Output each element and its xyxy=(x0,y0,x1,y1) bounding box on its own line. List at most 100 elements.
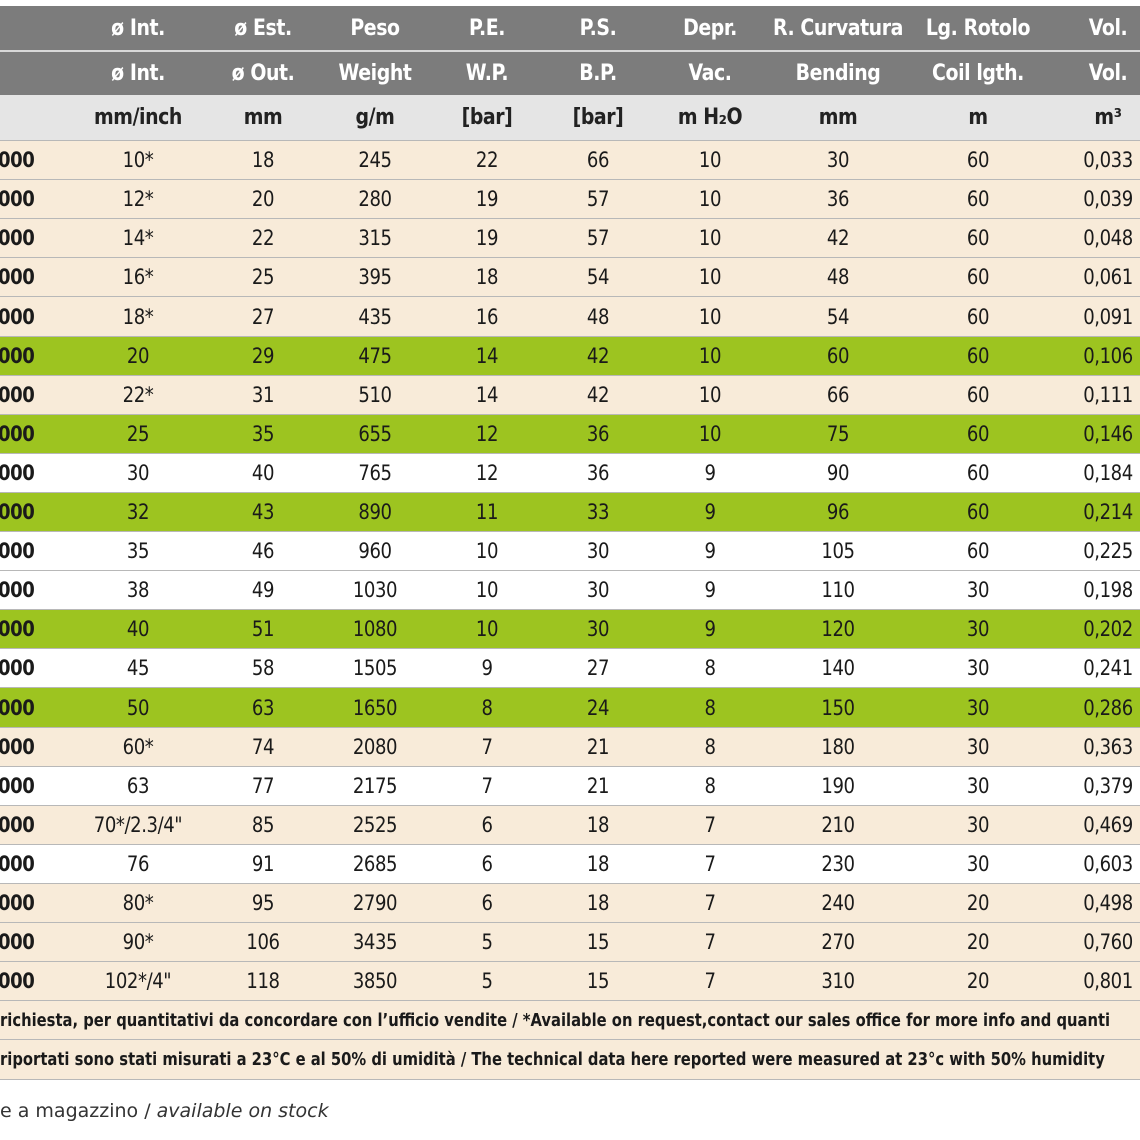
cell-int-diameter: 22* xyxy=(122,383,154,407)
cell-vacuum: 7 xyxy=(704,969,716,993)
cell-volume: 0,286 xyxy=(1083,695,1133,720)
cell-int-diameter: 35 xyxy=(126,539,150,563)
table-row: 000 70*/2.3/4" 85 2525 6 18 7 210 30 0,469 xyxy=(0,806,1140,845)
cell-burst-pressure: 21 xyxy=(586,735,610,759)
cell-coil-length: 60 xyxy=(966,539,990,563)
row-code: 000 xyxy=(0,656,35,680)
cell-ext-diameter: 51 xyxy=(251,617,275,641)
cell-vacuum: 9 xyxy=(704,500,716,524)
cell-burst-pressure: 15 xyxy=(586,930,610,954)
cell-bending-radius: 270 xyxy=(821,930,855,954)
cell-int-diameter: 60* xyxy=(122,735,154,759)
cell-burst-pressure: 36 xyxy=(586,461,610,485)
row-code: 000 xyxy=(0,383,35,407)
header-en-weight: Weight xyxy=(338,61,412,86)
cell-bending-radius: 190 xyxy=(821,774,855,798)
header-row-italian: ø Int. ø Est. Peso P.E. P.S. Depr. R. Curvatur… xyxy=(0,6,1140,50)
header-en-ext-diameter: ø Out. xyxy=(231,61,295,86)
table-row: 000 32 43 890 11 33 9 96 60 0,214 xyxy=(0,493,1140,532)
cell-volume: 0,760 xyxy=(1083,930,1133,954)
row-code: 000 xyxy=(0,500,35,524)
cell-vacuum: 8 xyxy=(704,695,716,720)
cell-int-diameter: 50 xyxy=(126,695,150,720)
row-code: 000 xyxy=(0,617,35,641)
cell-ext-diameter: 85 xyxy=(251,813,275,837)
cell-bending-radius: 120 xyxy=(821,617,855,641)
cell-working-pressure: 18 xyxy=(475,265,499,289)
cell-coil-length: 30 xyxy=(966,578,990,602)
cell-weight: 435 xyxy=(358,304,392,329)
units-row: mm/inch mm g/m [bar] [bar] m H₂O mm m m³ xyxy=(0,95,1140,141)
cell-working-pressure: 10 xyxy=(475,539,499,563)
cell-volume: 0,379 xyxy=(1083,774,1133,798)
cell-bending-radius: 42 xyxy=(826,226,850,250)
cell-working-pressure: 12 xyxy=(475,422,499,446)
cell-vacuum: 10 xyxy=(698,304,722,329)
cell-int-diameter: 25 xyxy=(126,422,150,446)
cell-int-diameter: 38 xyxy=(126,578,150,602)
table-row: 000 60* 74 2080 7 21 8 180 30 0,363 xyxy=(0,728,1140,767)
cell-volume: 0,061 xyxy=(1083,265,1133,289)
row-code: 000 xyxy=(0,265,35,289)
cell-int-diameter: 63 xyxy=(126,774,150,798)
cell-ext-diameter: 58 xyxy=(251,656,275,680)
measurement-note: riportati sono stati misurati a 23°C e a… xyxy=(0,1040,1140,1080)
cell-bending-radius: 90 xyxy=(826,461,850,485)
cell-volume: 0,603 xyxy=(1083,852,1133,876)
cell-int-diameter: 102*/4" xyxy=(104,969,172,993)
table-row: 000 16* 25 395 18 54 10 48 60 0,061 xyxy=(0,258,1140,297)
row-code: 000 xyxy=(0,930,35,954)
cell-working-pressure: 7 xyxy=(481,774,493,798)
cell-burst-pressure: 33 xyxy=(586,500,610,524)
header-en-volume: Vol. xyxy=(1088,61,1128,86)
cell-bending-radius: 96 xyxy=(826,500,850,524)
header-en-burst-pressure: B.P. xyxy=(579,61,617,86)
cell-volume: 0,048 xyxy=(1083,226,1133,250)
unit-ext-diameter: mm xyxy=(243,105,283,130)
cell-vacuum: 10 xyxy=(698,148,722,172)
stock-legend-it: e a magazzino / xyxy=(0,1100,157,1122)
row-code: 000 xyxy=(0,422,35,446)
cell-ext-diameter: 29 xyxy=(251,344,275,368)
row-code: 000 xyxy=(0,735,35,759)
cell-coil-length: 60 xyxy=(966,187,990,211)
cell-ext-diameter: 27 xyxy=(251,304,275,329)
table-row: 000 80* 95 2790 6 18 7 240 20 0,498 xyxy=(0,884,1140,923)
cell-coil-length: 60 xyxy=(966,461,990,485)
header-divider xyxy=(0,50,1140,52)
table-row: 000 10* 18 245 22 66 10 30 60 0,033 xyxy=(0,141,1140,180)
cell-int-diameter: 70*/2.3/4" xyxy=(93,813,183,837)
cell-volume: 0,198 xyxy=(1083,578,1133,602)
cell-volume: 0,039 xyxy=(1083,187,1133,211)
cell-int-diameter: 30 xyxy=(126,461,150,485)
cell-working-pressure: 11 xyxy=(475,500,499,524)
cell-int-diameter: 80* xyxy=(122,891,154,915)
cell-burst-pressure: 27 xyxy=(586,656,610,680)
cell-ext-diameter: 20 xyxy=(251,187,275,211)
cell-weight: 1650 xyxy=(352,695,398,720)
table-row: 000 45 58 1505 9 27 8 140 30 0,241 xyxy=(0,649,1140,688)
cell-weight: 2525 xyxy=(352,813,398,837)
cell-volume: 0,363 xyxy=(1083,735,1133,759)
cell-volume: 0,091 xyxy=(1083,304,1133,329)
cell-bending-radius: 240 xyxy=(821,891,855,915)
cell-working-pressure: 5 xyxy=(481,969,493,993)
cell-vacuum: 8 xyxy=(704,656,716,680)
cell-bending-radius: 75 xyxy=(826,422,850,446)
cell-weight: 765 xyxy=(358,461,392,485)
cell-coil-length: 30 xyxy=(966,656,990,680)
cell-volume: 0,498 xyxy=(1083,891,1133,915)
cell-int-diameter: 90* xyxy=(122,930,154,954)
cell-volume: 0,033 xyxy=(1083,148,1133,172)
row-code: 000 xyxy=(0,852,35,876)
header-it-ext-diameter: ø Est. xyxy=(234,15,292,41)
cell-ext-diameter: 106 xyxy=(246,930,280,954)
cell-weight: 655 xyxy=(358,422,392,446)
cell-burst-pressure: 66 xyxy=(586,148,610,172)
cell-vacuum: 9 xyxy=(704,578,716,602)
cell-int-diameter: 14* xyxy=(122,226,154,250)
cell-coil-length: 60 xyxy=(966,500,990,524)
table-row: 000 90* 106 3435 5 15 7 270 20 0,760 xyxy=(0,923,1140,962)
cell-burst-pressure: 21 xyxy=(586,774,610,798)
header-en-int-diameter: ø Int. xyxy=(111,61,165,86)
